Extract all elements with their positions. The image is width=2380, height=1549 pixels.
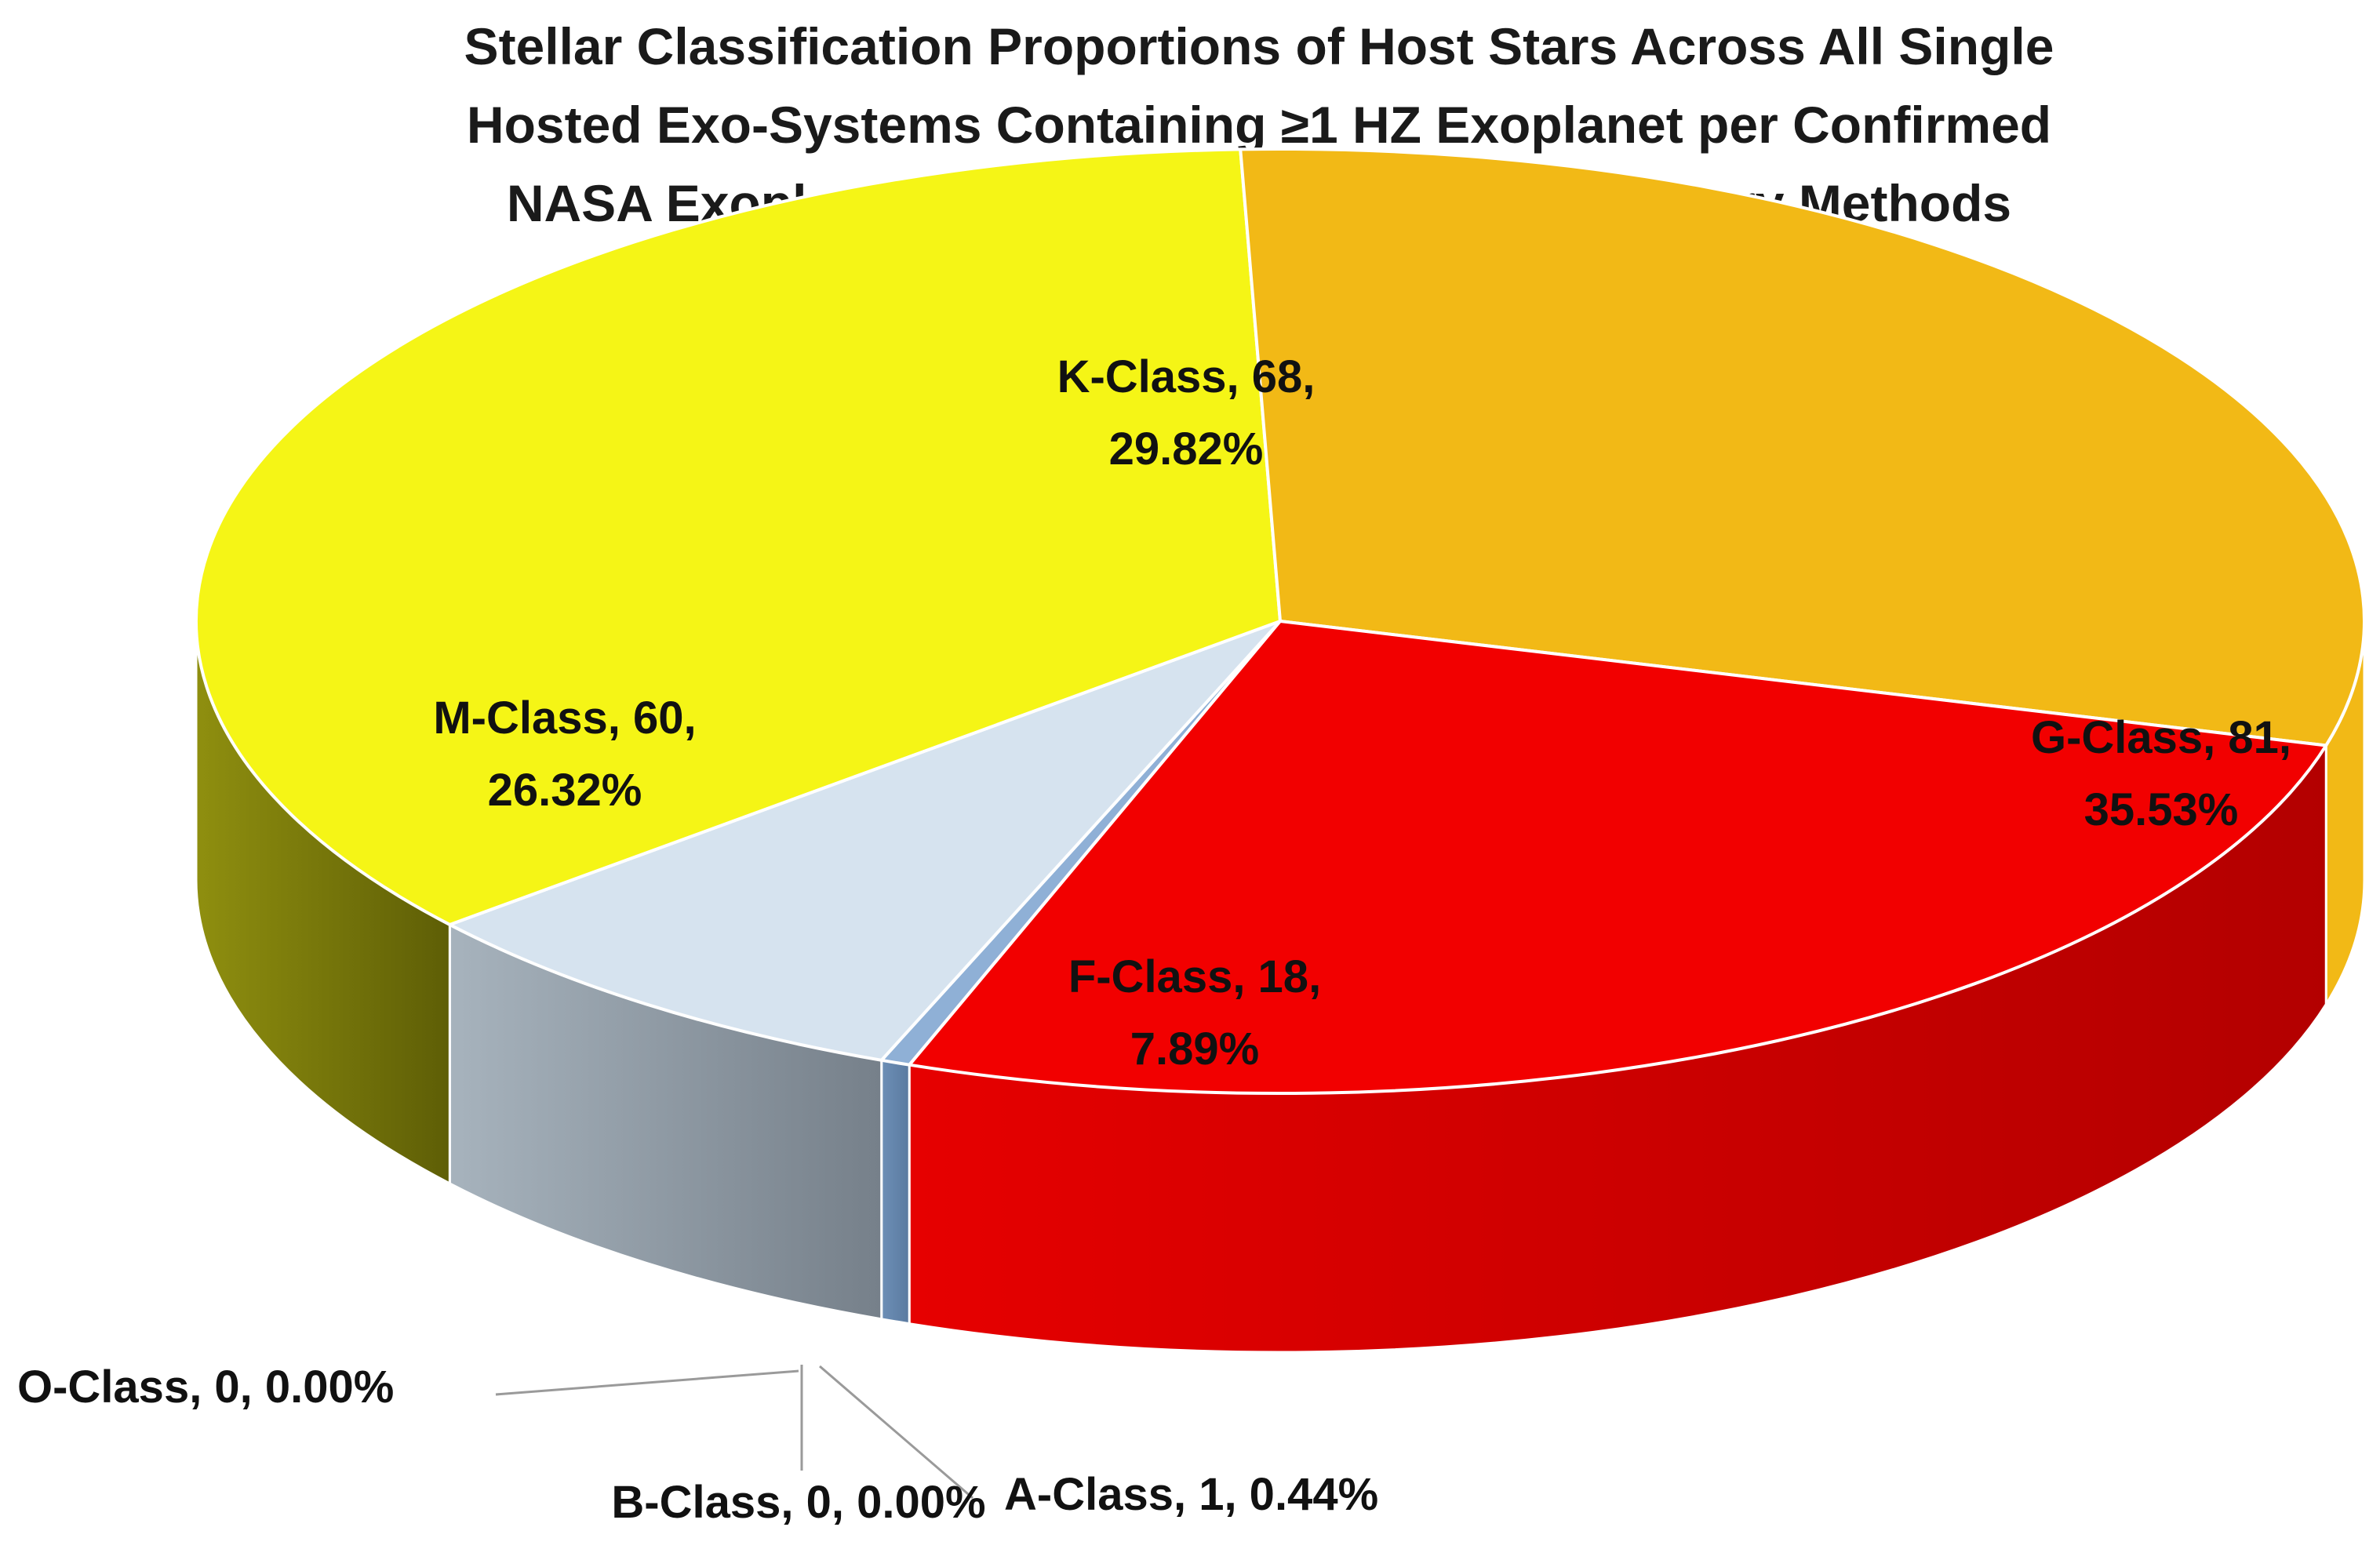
chart-title-line-1: Stellar Classification Proportions of Ho… xyxy=(464,17,2054,75)
pie-slice-m-class xyxy=(908,620,2328,1095)
slice-label-b-class: B-Class, 0, 0.00% xyxy=(611,1477,985,1528)
slice-label-m-class-line-1: M-Class, 60, xyxy=(433,693,696,744)
slice-label-f-class-line-2: 7.89% xyxy=(1130,1024,1259,1074)
chart-title-line-2: Hosted Exo-Systems Containing ≥1 HZ Exop… xyxy=(467,96,2051,154)
pie-slice-k-class xyxy=(1239,147,2366,747)
pie-top-faces xyxy=(195,147,2366,1095)
leader-line-o-class xyxy=(495,1369,799,1396)
pie-slice-g-class xyxy=(195,147,1282,926)
slice-label-f-class-line-1: F-Class, 18, xyxy=(1068,951,1321,1002)
pie-side-walls xyxy=(195,620,2366,1354)
slice-label-k-class-line-2: 29.82% xyxy=(1109,424,1264,475)
slice-label-a-class: A-Class, 1, 0.44% xyxy=(1004,1469,1378,1520)
slice-label-g-class-line-1: G-Class, 81, xyxy=(2031,712,2291,763)
slice-label-g-class-line-2: 35.53% xyxy=(2084,784,2239,835)
slice-label-o-class: O-Class, 0, 0.00% xyxy=(17,1362,394,1413)
slice-label-k-class-line-1: K-Class, 68, xyxy=(1057,351,1316,402)
callout-leader-lines xyxy=(495,1365,973,1500)
slice-label-m-class-line-2: 26.32% xyxy=(488,765,642,816)
pie-slice-f-class xyxy=(448,620,1282,1062)
leader-line-a-class xyxy=(819,1365,973,1500)
slice-labels: O-Class, 0, 0.00% B-Class, 0, 0.00% A-Clas… xyxy=(17,351,2291,1528)
pie-side-a-class xyxy=(880,1059,911,1325)
